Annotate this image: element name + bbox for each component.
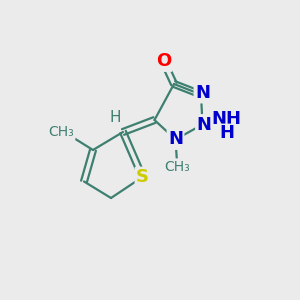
Text: H: H <box>219 124 234 142</box>
Text: N: N <box>196 116 211 134</box>
Text: H: H <box>110 110 121 124</box>
Text: NH: NH <box>212 110 242 128</box>
Text: N: N <box>168 130 183 148</box>
Text: O: O <box>156 52 171 70</box>
Text: CH₃: CH₃ <box>49 125 74 139</box>
Text: CH₃: CH₃ <box>164 160 190 173</box>
Text: N: N <box>195 84 210 102</box>
Text: S: S <box>136 168 149 186</box>
